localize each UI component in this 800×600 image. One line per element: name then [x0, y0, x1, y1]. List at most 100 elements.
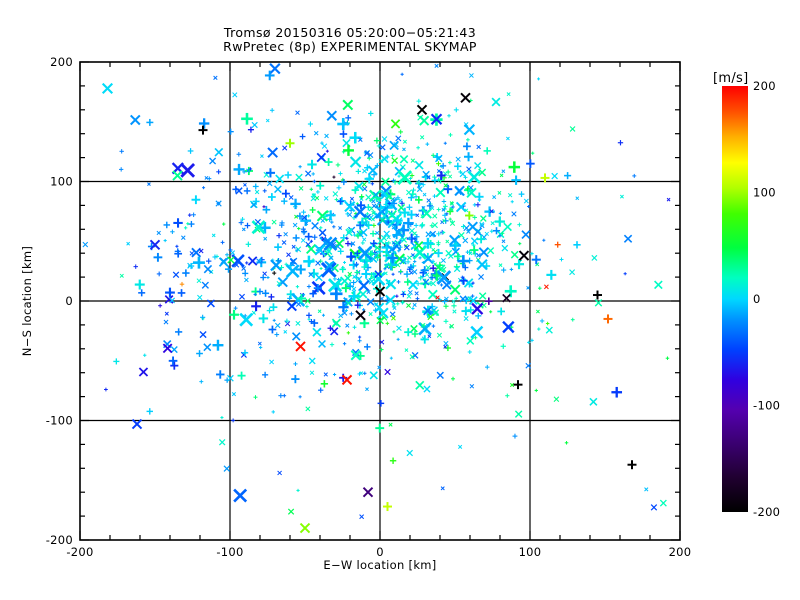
- scatter-point: [408, 176, 413, 181]
- scatter-point: [198, 118, 210, 129]
- scatter-point: [298, 186, 304, 191]
- scatter-point: [256, 288, 264, 295]
- scatter-point: [666, 197, 671, 202]
- scatter-point: [354, 301, 362, 309]
- scatter-point: [470, 294, 475, 298]
- scatter-point: [352, 274, 357, 279]
- scatter-point: [225, 252, 230, 257]
- scatter-point: [168, 356, 178, 366]
- scatter-point: [158, 303, 163, 308]
- scatter-point: [352, 325, 357, 330]
- scatter-point: [320, 261, 337, 278]
- scatter-point: [231, 418, 236, 423]
- scatter-point: [357, 338, 362, 343]
- y-tick-label: 0: [65, 294, 73, 308]
- scatter-point: [146, 408, 153, 415]
- scatter-point: [545, 321, 550, 326]
- scatter-point: [335, 281, 342, 288]
- scatter-point: [295, 246, 302, 253]
- scatter-point: [537, 327, 541, 331]
- scatter-point: [553, 396, 560, 402]
- scatter-point: [203, 264, 213, 274]
- scatter-point: [439, 283, 444, 287]
- scatter-point: [338, 313, 344, 319]
- scatter-point: [396, 337, 400, 341]
- scatter-point: [535, 309, 540, 314]
- scatter-point: [423, 385, 431, 393]
- scatter-point: [351, 280, 357, 286]
- scatter-point: [307, 317, 311, 321]
- scatter-point: [274, 332, 280, 337]
- scatter-point: [309, 290, 317, 298]
- scatter-point: [276, 233, 282, 239]
- scatter-point: [361, 264, 368, 271]
- scatter-point: [362, 259, 367, 265]
- scatter-point: [271, 410, 275, 414]
- scatter-point: [436, 371, 444, 380]
- scatter-point: [165, 287, 175, 298]
- scatter-point: [423, 306, 433, 316]
- scatter-point: [448, 132, 453, 137]
- scatter-point: [502, 320, 515, 334]
- colorbar-tick-label: 200: [753, 79, 776, 93]
- scatter-point: [346, 331, 351, 335]
- scatter-point: [254, 189, 260, 195]
- scatter-point: [315, 190, 320, 194]
- scatter-point: [391, 315, 396, 321]
- scatter-point: [306, 214, 311, 218]
- scatter-point: [589, 397, 598, 406]
- scatter-point: [370, 217, 375, 222]
- scatter-point: [399, 207, 410, 218]
- scatter-point: [156, 230, 161, 236]
- scatter-point: [198, 248, 204, 254]
- scatter-point: [390, 200, 398, 207]
- scatter-point: [458, 231, 465, 239]
- scatter-point: [366, 289, 371, 295]
- scatter-point: [400, 300, 405, 305]
- scatter-point: [428, 303, 436, 310]
- scatter-point: [534, 388, 538, 393]
- scatter-point: [244, 222, 251, 229]
- scatter-point: [406, 293, 412, 299]
- scatter-point: [175, 244, 179, 248]
- scatter-point: [267, 193, 276, 201]
- scatter-point: [229, 309, 239, 320]
- scatter-point: [447, 253, 454, 259]
- scatter-point: [370, 182, 375, 186]
- scatter-point: [344, 201, 356, 213]
- scatter-point: [365, 212, 370, 216]
- scatter-point: [498, 234, 502, 238]
- scatter-point: [310, 319, 319, 327]
- scatter-point: [266, 307, 273, 314]
- scatter-point: [371, 203, 377, 209]
- scatter-point: [403, 244, 410, 251]
- scatter-point: [290, 261, 296, 267]
- scatter-point: [457, 255, 470, 267]
- scatter-point: [413, 223, 419, 228]
- scatter-point: [293, 361, 298, 366]
- scatter-point: [521, 230, 531, 240]
- scatter-point: [242, 169, 247, 174]
- scatter-point: [453, 252, 462, 261]
- scatter-point: [337, 248, 344, 255]
- scatter-point: [426, 202, 433, 209]
- scatter-point: [479, 215, 487, 222]
- scatter-point: [338, 226, 343, 230]
- scatter-point: [554, 241, 561, 248]
- scatter-point: [183, 226, 188, 230]
- scatter-point: [403, 217, 414, 229]
- scatter-point: [468, 73, 474, 78]
- scatter-point: [442, 218, 447, 223]
- scatter-point: [420, 266, 429, 275]
- scatter-point: [462, 237, 469, 244]
- scatter-point: [445, 249, 453, 257]
- scatter-points: [82, 62, 671, 534]
- scatter-point: [392, 215, 403, 226]
- scatter-point: [358, 230, 363, 234]
- scatter-point: [350, 241, 356, 246]
- scatter-point: [513, 380, 523, 390]
- scatter-point: [491, 97, 501, 107]
- scatter-point: [463, 142, 471, 151]
- scatter-point: [281, 197, 288, 205]
